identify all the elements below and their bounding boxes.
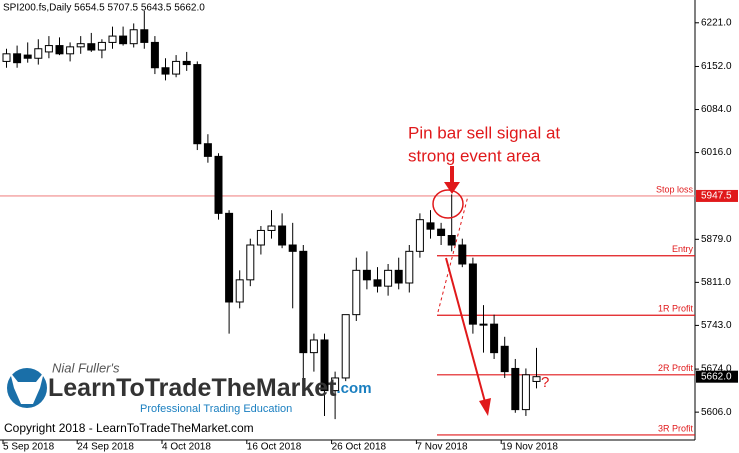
candle-body bbox=[44, 45, 53, 53]
candle-body bbox=[320, 339, 329, 392]
candle-body bbox=[34, 48, 43, 59]
y-tick-label: 5674.0 bbox=[701, 364, 732, 375]
candle-body bbox=[490, 323, 499, 354]
candle-body bbox=[437, 228, 446, 237]
candle-body bbox=[13, 53, 22, 64]
candle-body bbox=[341, 314, 350, 379]
candle-body bbox=[352, 269, 361, 316]
candle-body bbox=[288, 244, 297, 252]
logo-brand-name: LearnToTradeTheMarket bbox=[48, 374, 337, 402]
candle-body bbox=[119, 35, 128, 45]
candle-body bbox=[76, 43, 85, 48]
logo-tagline: Professional Trading Education bbox=[140, 403, 292, 415]
candle-body bbox=[309, 339, 318, 354]
candle-body bbox=[521, 374, 530, 411]
candle-body bbox=[129, 29, 138, 45]
candle-body bbox=[331, 377, 340, 392]
y-tick-label: 6152.0 bbox=[701, 61, 732, 72]
y-tick-label: 5606.0 bbox=[701, 407, 732, 418]
candle-body bbox=[2, 53, 11, 62]
candle-body bbox=[479, 323, 488, 326]
candle-body bbox=[426, 222, 435, 230]
candle-body bbox=[182, 60, 191, 66]
candle-body bbox=[267, 225, 276, 231]
candle-body bbox=[246, 244, 255, 281]
price-marker bbox=[696, 189, 738, 202]
candle-body bbox=[225, 212, 234, 303]
x-tick-label: 24 Sep 2018 bbox=[77, 442, 134, 453]
level-label: 3R Profit bbox=[658, 423, 694, 433]
chart-title: SPI200.fs,Daily 5654.5 5707.5 5643.5 566… bbox=[3, 3, 205, 14]
level-label: Entry bbox=[672, 244, 694, 254]
y-tick-label: 5743.0 bbox=[701, 320, 732, 331]
question-mark: ? bbox=[541, 374, 549, 391]
candle-body bbox=[468, 263, 477, 325]
candle-body bbox=[150, 41, 159, 69]
candle-body bbox=[458, 244, 467, 265]
candle-body bbox=[373, 279, 382, 287]
candle-body bbox=[299, 250, 308, 354]
trend-arrow bbox=[445, 257, 486, 403]
copyright: Copyright 2018 - LearnToTradeTheMarket.c… bbox=[4, 421, 254, 435]
candle-body bbox=[278, 225, 287, 246]
x-tick-label: 26 Oct 2018 bbox=[332, 442, 387, 453]
y-tick-label: 5879.0 bbox=[701, 234, 732, 245]
x-tick-label: 19 Nov 2018 bbox=[501, 442, 558, 453]
pin-bar-circle bbox=[432, 189, 464, 219]
candle-body bbox=[97, 41, 106, 51]
candle-body bbox=[66, 46, 75, 55]
candle-body bbox=[511, 367, 520, 411]
level-label: Stop loss bbox=[656, 184, 694, 194]
candle-body bbox=[362, 269, 371, 281]
trend-arrow-head bbox=[479, 398, 491, 416]
annotation-line: Pin bar sell signal at bbox=[408, 123, 560, 142]
candle-body bbox=[532, 376, 541, 382]
x-tick-label: 4 Oct 2018 bbox=[162, 442, 211, 453]
level-label: 2R Profit bbox=[658, 363, 694, 373]
x-tick-label: 7 Nov 2018 bbox=[416, 442, 468, 453]
candle-body bbox=[87, 43, 96, 51]
candle-body bbox=[500, 345, 509, 373]
candle-body bbox=[108, 35, 117, 43]
candle-body bbox=[161, 67, 170, 75]
annotation-line: strong event area bbox=[408, 146, 541, 165]
y-tick-label: 6084.0 bbox=[701, 104, 732, 115]
price-marker bbox=[696, 370, 738, 383]
copyright-bg bbox=[2, 422, 254, 435]
candle-body bbox=[214, 155, 223, 214]
y-tick-label: 6221.0 bbox=[701, 17, 732, 28]
pointer-arrow-head bbox=[444, 182, 460, 194]
logo-bull bbox=[10, 372, 44, 404]
level-label: 1R Profit bbox=[658, 304, 694, 314]
candle-body bbox=[415, 219, 424, 252]
candle-body bbox=[256, 229, 265, 246]
logo-author: Nial Fuller's bbox=[52, 360, 120, 375]
price-marker-label: 5662.0 bbox=[701, 371, 732, 382]
candle-body bbox=[235, 279, 244, 303]
logo-domain: .com bbox=[337, 380, 372, 397]
candle-body bbox=[23, 54, 32, 59]
candle-body bbox=[203, 143, 212, 157]
x-tick-label: 16 Oct 2018 bbox=[247, 442, 302, 453]
candle-body bbox=[55, 45, 64, 55]
logo: Nial Fuller's LearnToTradeTheMarket.com … bbox=[7, 360, 372, 415]
candle-body bbox=[140, 29, 149, 43]
candle-body bbox=[447, 235, 456, 246]
logo-brand: LearnToTradeTheMarket.com bbox=[48, 374, 372, 402]
candle-body bbox=[193, 64, 202, 145]
price-marker-label: 5947.5 bbox=[701, 191, 732, 202]
candle-body bbox=[405, 250, 414, 284]
candle-body bbox=[384, 269, 393, 287]
candle-body bbox=[172, 60, 181, 75]
y-tick-label: 5811.0 bbox=[701, 277, 731, 288]
x-tick-label: 5 Sep 2018 bbox=[3, 442, 55, 453]
y-tick-label: 6016.0 bbox=[701, 147, 732, 158]
candle-body bbox=[394, 269, 403, 284]
dashed-line bbox=[437, 195, 469, 313]
